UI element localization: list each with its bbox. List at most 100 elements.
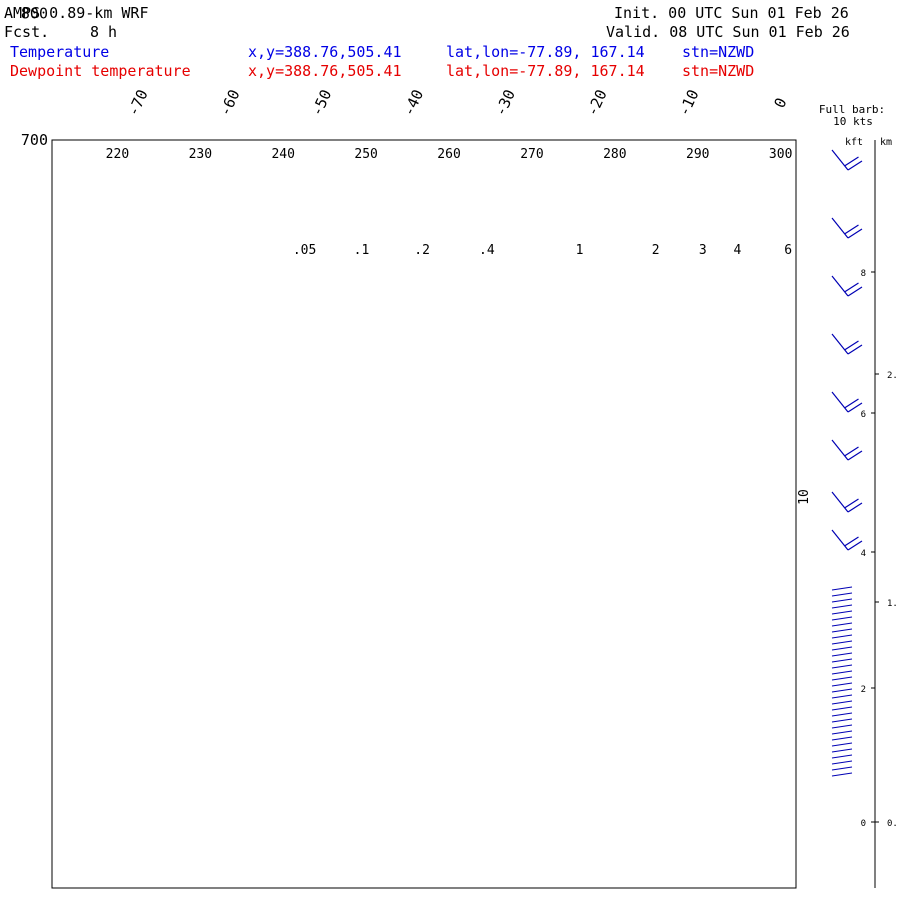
side-isotherm-label: 10 xyxy=(797,489,812,505)
dry-adiabat-label: 220 xyxy=(106,147,129,162)
wind-barb-light xyxy=(831,742,853,747)
wind-barb-flag xyxy=(847,160,863,171)
moist-adiabat xyxy=(453,140,454,141)
wind-barb-light xyxy=(831,718,853,723)
wind-barb-flag xyxy=(847,344,863,355)
dry-adiabat xyxy=(447,140,448,141)
wind-barb-flag xyxy=(844,340,859,351)
wind-barb-staff xyxy=(831,529,849,551)
temperature-tick-label: -30 xyxy=(491,87,519,119)
dewpoint-profile-line xyxy=(545,140,547,141)
dry-adiabat-label: 240 xyxy=(271,147,294,162)
wind-barb-staff xyxy=(831,491,849,513)
wind-barb-flag xyxy=(847,502,863,513)
wind-barb-light xyxy=(831,766,853,771)
dry-adiabat-label: 230 xyxy=(189,147,212,162)
km-tick-label: 1. xyxy=(887,599,898,609)
mixing-ratio-line xyxy=(578,0,695,62)
dry-adiabat xyxy=(612,140,614,141)
wind-barb-light xyxy=(831,616,853,621)
wind-barb-light xyxy=(831,622,853,627)
isotherm xyxy=(614,140,616,141)
barb-key-title: Full barb: xyxy=(819,103,885,116)
mixing-ratio-line xyxy=(225,0,353,62)
km-tick-label: 2. xyxy=(887,371,898,381)
forecast-hour: 8 h xyxy=(90,23,118,41)
mixing-ratio-label: 3 xyxy=(699,243,707,258)
wind-barb-flag xyxy=(844,282,859,293)
isotherm xyxy=(339,140,340,141)
kft-tick-label: 8 xyxy=(861,269,866,279)
chart-labels: 7008009001000-70-60-50-40-30-20-10022023… xyxy=(21,4,812,505)
dry-adiabat-label: 250 xyxy=(354,147,377,162)
mixing-ratio-label: 4 xyxy=(734,243,742,258)
wind-barb-light xyxy=(831,700,853,705)
wind-barb-flag xyxy=(844,446,859,457)
legend-temperature: Temperature xyxy=(10,43,110,61)
pressure-tick-label: 700 xyxy=(21,131,48,149)
dry-adiabat xyxy=(530,140,531,141)
dry-adiabat-label: 270 xyxy=(520,147,543,162)
km-axis-label: km xyxy=(880,137,892,148)
wind-barb-light xyxy=(831,586,853,591)
isotherm xyxy=(523,140,524,141)
wind-barb-light xyxy=(831,628,853,633)
pressure-tick-label: 800 xyxy=(21,4,48,22)
moist-adiabat xyxy=(269,140,271,141)
grid-xy-dew: x,y=388.76,505.41 xyxy=(248,62,402,80)
wind-barb-light xyxy=(831,676,853,681)
mixing-ratio-line xyxy=(450,0,572,62)
wind-barb-light xyxy=(831,724,853,729)
moist-adiabat xyxy=(674,140,676,141)
mixing-ratio-label: .1 xyxy=(354,243,370,258)
wind-barb-staff xyxy=(831,217,849,239)
mixing-ratio-label: 2 xyxy=(652,243,660,258)
wind-barb-light xyxy=(831,646,853,651)
wind-barb-staff xyxy=(831,391,849,413)
moist-adiabat xyxy=(755,0,798,140)
moist-adiabat xyxy=(557,140,559,141)
isotherm xyxy=(878,0,900,140)
wind-barb-flag xyxy=(844,224,859,235)
mixing-ratio-line xyxy=(354,0,479,62)
wind-barb-flag xyxy=(844,398,859,409)
isotherm xyxy=(603,0,799,140)
grid-xy-temp: x,y=388.76,505.41 xyxy=(248,43,402,61)
wind-barb-light xyxy=(831,640,853,645)
wind-barb-flag xyxy=(847,402,863,413)
mixing-ratio-line xyxy=(613,0,729,62)
isotherm xyxy=(431,140,432,141)
wind-barb-light xyxy=(831,694,853,699)
wind-barb-light xyxy=(831,652,853,657)
temperature-tick-label: -70 xyxy=(124,87,152,119)
wind-barb-light xyxy=(831,670,853,675)
chart-grid xyxy=(52,0,900,141)
dry-adiabat xyxy=(281,140,282,141)
legend-dewpoint: Dewpoint temperature xyxy=(10,62,191,80)
kft-tick-label: 6 xyxy=(861,410,866,420)
wind-barb-staff xyxy=(831,333,849,355)
model-title: AMPS 0.89-km WRF xyxy=(4,4,149,22)
temperature-tick-label: -20 xyxy=(583,87,611,119)
wind-barb-light xyxy=(831,664,853,669)
wind-barb-light xyxy=(831,772,853,777)
kft-tick-label: 0 xyxy=(861,819,866,829)
dry-adiabat xyxy=(695,140,697,141)
wind-barb-light xyxy=(831,688,853,693)
wind-barb-flag xyxy=(844,498,859,509)
dry-adiabat-label: 280 xyxy=(603,147,626,162)
temperature-tick-label: 0 xyxy=(770,95,790,111)
temperature-tick-label: -10 xyxy=(675,87,703,119)
kft-tick-label: 2 xyxy=(861,685,866,695)
wind-barb-light xyxy=(831,682,853,687)
moist-adiabat xyxy=(184,140,186,141)
wind-barb-staff xyxy=(831,149,849,171)
isotherm xyxy=(706,140,708,141)
wind-barb-light xyxy=(831,730,853,735)
dry-adiabat-label: 290 xyxy=(686,147,709,162)
temperature-tick-label: -60 xyxy=(216,87,244,119)
kft-tick-label: 4 xyxy=(861,549,866,559)
mixing-ratio-label: 1 xyxy=(576,243,584,258)
mixing-ratio-label: .05 xyxy=(293,243,316,258)
